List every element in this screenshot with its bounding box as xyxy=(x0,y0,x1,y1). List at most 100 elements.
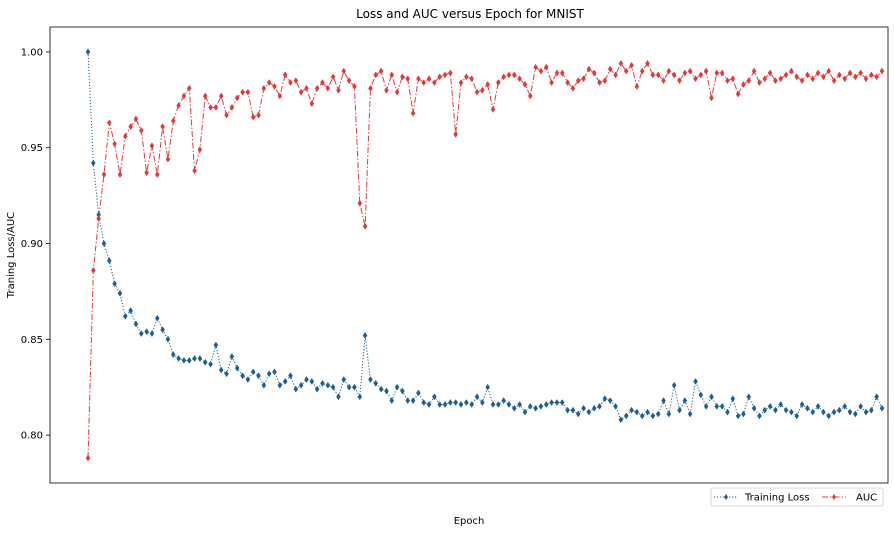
data-point xyxy=(218,92,224,100)
chart-title: Loss and AUC versus Epoch for MNIST xyxy=(356,7,584,21)
data-point xyxy=(570,406,576,414)
data-point xyxy=(288,372,293,380)
data-point xyxy=(570,84,576,92)
legend-label: Training Loss xyxy=(744,493,810,504)
data-point xyxy=(735,412,741,420)
data-point xyxy=(266,79,272,87)
data-point xyxy=(224,111,229,119)
data-point xyxy=(602,77,608,85)
data-point xyxy=(645,408,650,416)
data-point xyxy=(853,410,858,418)
data-point xyxy=(549,79,554,87)
data-point xyxy=(432,79,437,87)
data-point xyxy=(586,65,592,73)
data-point xyxy=(336,86,341,94)
data-point xyxy=(458,79,464,87)
data-point xyxy=(448,399,453,406)
data-point xyxy=(671,71,677,79)
data-point xyxy=(773,406,778,414)
legend-frame xyxy=(710,487,884,507)
data-point xyxy=(554,69,560,77)
data-point xyxy=(229,104,235,111)
data-point xyxy=(693,75,698,83)
data-point xyxy=(719,402,725,410)
data-point xyxy=(826,67,832,75)
data-point xyxy=(293,385,299,393)
data-point xyxy=(607,65,613,73)
data-point xyxy=(123,312,128,320)
data-point xyxy=(320,379,325,387)
data-point xyxy=(773,77,778,85)
data-point xyxy=(581,404,586,412)
data-point xyxy=(506,400,512,408)
data-point xyxy=(730,395,736,403)
data-point xyxy=(277,381,283,389)
data-point xyxy=(272,82,277,90)
data-point xyxy=(639,412,645,420)
data-point xyxy=(767,402,773,410)
data-point xyxy=(362,222,368,230)
data-point xyxy=(474,393,480,401)
data-point xyxy=(858,402,863,410)
data-point xyxy=(464,399,469,406)
data-point xyxy=(687,67,693,75)
data-point xyxy=(799,400,805,408)
data-point xyxy=(378,67,384,75)
data-point xyxy=(810,408,816,416)
data-point xyxy=(629,61,634,69)
data-point xyxy=(725,408,730,416)
data-point xyxy=(629,406,634,414)
data-point xyxy=(352,82,357,90)
data-point xyxy=(400,73,405,81)
data-point xyxy=(293,77,299,85)
y-tick-label: 0.80 xyxy=(21,431,43,442)
data-point xyxy=(298,88,304,96)
data-point xyxy=(527,402,533,410)
data-point xyxy=(314,84,320,92)
data-point xyxy=(746,77,752,85)
data-point xyxy=(272,368,277,376)
data-point xyxy=(863,408,869,416)
data-point xyxy=(783,406,789,414)
y-tick-label: 0.85 xyxy=(21,335,43,346)
data-point xyxy=(842,402,847,410)
data-point xyxy=(389,71,395,79)
data-point xyxy=(133,115,139,123)
data-point xyxy=(533,63,538,71)
data-point xyxy=(746,393,752,401)
data-point xyxy=(245,376,251,383)
data-point xyxy=(543,63,549,71)
data-point xyxy=(778,75,784,83)
data-point xyxy=(336,393,341,401)
data-point xyxy=(469,400,474,408)
data-point xyxy=(240,372,245,380)
data-point xyxy=(762,406,768,414)
data-point xyxy=(341,376,347,383)
data-point xyxy=(639,67,645,75)
y-tick-label: 1.00 xyxy=(21,47,43,58)
data-point xyxy=(192,355,197,362)
series-layer xyxy=(85,48,885,462)
data-point xyxy=(304,376,309,383)
data-point xyxy=(384,387,389,395)
data-point xyxy=(464,73,469,81)
legend-marker xyxy=(724,494,728,500)
data-point xyxy=(597,79,602,87)
data-point xyxy=(831,77,837,85)
data-point xyxy=(538,402,544,410)
data-point xyxy=(282,71,288,79)
data-point xyxy=(655,71,661,79)
data-point xyxy=(112,140,117,148)
data-point xyxy=(234,364,240,372)
legend-label: AUC xyxy=(856,493,877,504)
data-point xyxy=(282,378,288,385)
data-point xyxy=(101,171,107,178)
data-point xyxy=(208,360,213,368)
data-point xyxy=(357,199,363,207)
data-point xyxy=(591,69,597,77)
data-point xyxy=(575,77,581,85)
data-point xyxy=(442,400,448,408)
data-point xyxy=(874,73,879,81)
data-point xyxy=(613,402,618,410)
